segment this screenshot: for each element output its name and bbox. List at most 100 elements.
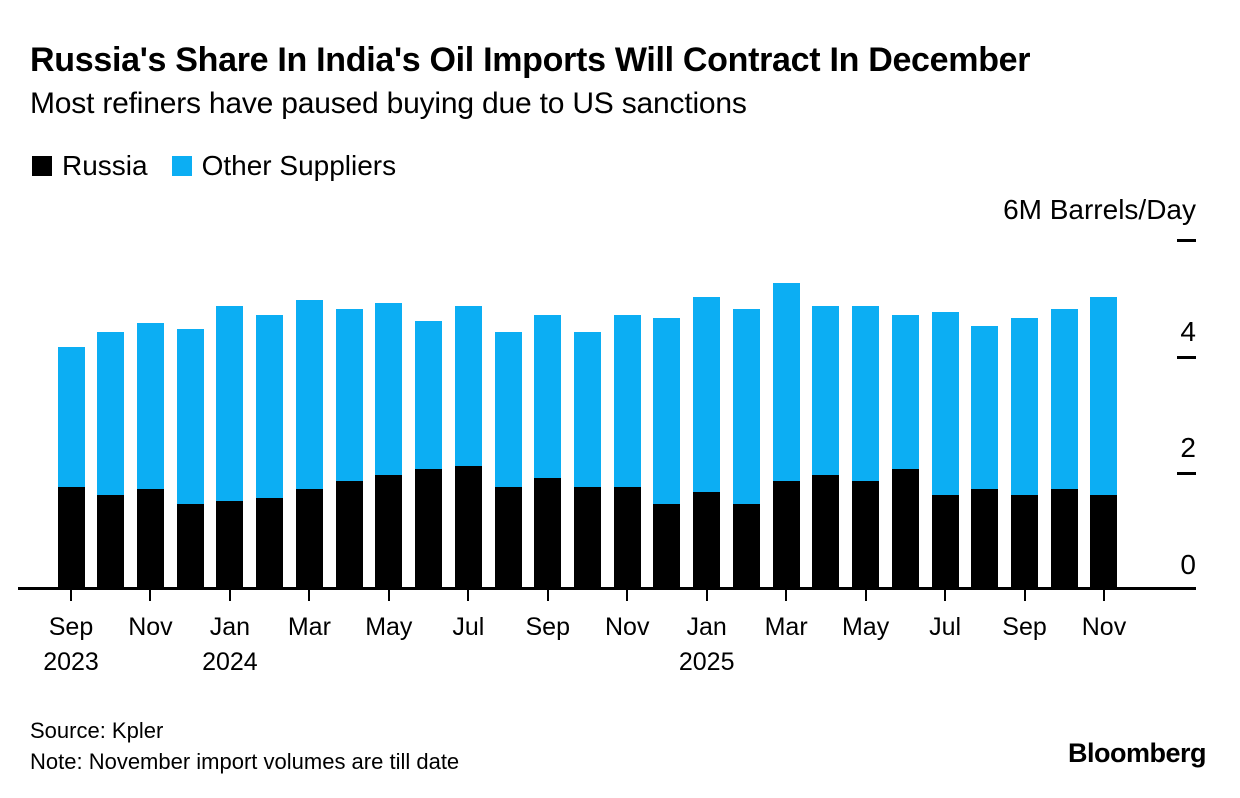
bar-segment-russia <box>653 504 681 589</box>
footer-notes: Source: Kpler Note: November import volu… <box>30 715 459 777</box>
bar-segment-russia <box>534 477 562 589</box>
legend-swatch-other-suppliers <box>171 156 192 176</box>
legend-label-russia: Russia <box>62 150 148 181</box>
bar-segment-russia <box>1011 495 1039 589</box>
bar-segment-russia <box>375 474 403 589</box>
x-axis-tick <box>467 590 470 601</box>
x-axis-tick <box>308 590 311 601</box>
bar-segment-other-suppliers <box>97 332 125 496</box>
chart-subtitle: Most refiners have paused buying due to … <box>30 87 747 120</box>
bar-segment-russia <box>57 486 85 589</box>
x-axis-tick <box>944 590 947 601</box>
x-axis-tick <box>705 590 708 601</box>
bar-segment-other-suppliers <box>216 305 244 502</box>
y-axis-tick-label: 0 <box>1180 548 1196 580</box>
legend: Russia Other Suppliers <box>32 150 397 181</box>
bar-segment-other-suppliers <box>732 308 760 505</box>
x-axis-tick <box>546 590 549 601</box>
y-axis-tick-label: 4 <box>1180 315 1196 347</box>
bar-segment-russia <box>97 495 125 589</box>
x-axis-month-label: Mar <box>287 613 331 641</box>
bar-segment-russia <box>732 504 760 589</box>
bloomberg-logo: Bloomberg <box>1067 738 1207 768</box>
bar-segment-russia <box>256 498 284 589</box>
legend-label-other-suppliers: Other Suppliers <box>201 150 397 181</box>
bar-segment-other-suppliers <box>57 346 85 487</box>
legend-swatch-russia <box>32 156 52 176</box>
bar-segment-other-suppliers <box>454 305 482 467</box>
bar-segment-other-suppliers <box>494 332 522 487</box>
x-axis-year-label: 2025 <box>678 648 735 676</box>
bar-segment-other-suppliers <box>891 314 919 470</box>
x-axis-year-label: 2024 <box>202 648 258 676</box>
source-label: Source: Kpler <box>30 718 164 743</box>
bar-segment-other-suppliers <box>375 303 403 475</box>
x-axis-month-label: Nov <box>604 613 650 641</box>
bar-segment-other-suppliers <box>534 314 562 478</box>
x-axis-tick <box>1023 590 1026 601</box>
bar-segment-other-suppliers <box>256 314 284 499</box>
bar-segment-other-suppliers <box>573 332 601 487</box>
bar-segment-russia <box>613 486 641 589</box>
x-axis-month-label: Sep <box>48 613 94 641</box>
x-axis-tick <box>70 590 72 601</box>
x-axis-tick <box>785 590 788 601</box>
bar-segment-other-suppliers <box>812 305 840 475</box>
bar-segment-other-suppliers <box>1090 297 1118 496</box>
y-axis-tick-label: 2 <box>1180 432 1196 463</box>
legend-item-other-suppliers: Other Suppliers <box>171 150 397 181</box>
bar-segment-other-suppliers <box>1011 317 1039 496</box>
bar-segment-other-suppliers <box>295 300 323 490</box>
bar-segment-russia <box>931 495 959 589</box>
x-axis-month-label: Jul <box>929 613 962 641</box>
bar-segment-other-suppliers <box>613 314 641 487</box>
x-axis-tick <box>1102 590 1105 601</box>
bar-segment-russia <box>1050 489 1078 589</box>
bar-segment-russia <box>1090 495 1118 589</box>
x-axis-month-label: Sep <box>1002 613 1047 641</box>
y-axis-tick-dash <box>1177 239 1196 242</box>
bar-segment-other-suppliers <box>1050 308 1078 490</box>
bar-segment-russia <box>176 504 204 589</box>
x-axis-tick <box>387 590 390 601</box>
x-axis-month-label: May <box>841 613 890 641</box>
note-label: Note: November import volumes are till d… <box>30 749 460 774</box>
bar-segment-russia <box>971 489 999 589</box>
x-axis-month-label: Jan <box>686 613 727 641</box>
x-axis-month-label: Jan <box>209 613 251 641</box>
x-axis-month-label: May <box>365 613 413 641</box>
y-axis-tick-dash <box>1177 472 1196 475</box>
x-axis-tick <box>626 590 629 601</box>
x-axis-month-label: Nov <box>1081 613 1127 641</box>
bar-segment-other-suppliers <box>971 326 999 490</box>
bar-segment-other-suppliers <box>852 305 880 481</box>
bar-segment-russia <box>891 469 919 589</box>
x-axis-month-label: Sep <box>525 613 570 641</box>
bar-segment-other-suppliers <box>335 308 363 481</box>
x-axis-month-label: Mar <box>764 613 808 641</box>
bar-segment-other-suppliers <box>136 323 164 490</box>
x-axis-year-label: 2023 <box>43 648 99 676</box>
bar-segment-russia <box>335 480 363 589</box>
bar-segment-other-suppliers <box>772 282 800 481</box>
bar-segment-russia <box>454 466 482 589</box>
bar-segment-other-suppliers <box>415 320 443 470</box>
x-axis-month-label: Jul <box>452 613 485 641</box>
bar-segment-russia <box>295 489 323 589</box>
x-axis-month-label: Nov <box>128 613 173 641</box>
x-axis-line <box>18 587 1196 590</box>
bar-segment-russia <box>415 469 443 589</box>
bar-segment-russia <box>494 486 522 589</box>
y-axis-tick-dash <box>1177 355 1196 359</box>
bar-segment-other-suppliers <box>176 329 204 505</box>
bar-segment-russia <box>573 486 601 589</box>
x-axis-tick <box>149 590 152 601</box>
bar-segment-russia <box>852 480 880 589</box>
legend-item-russia: Russia <box>32 150 148 181</box>
bar-segment-other-suppliers <box>653 317 681 505</box>
y-axis-unit-label: 6M Barrels/Day <box>1003 194 1196 225</box>
x-axis-tick <box>864 590 867 601</box>
bar-segment-russia <box>772 480 800 589</box>
bar-segment-other-suppliers <box>693 297 721 493</box>
